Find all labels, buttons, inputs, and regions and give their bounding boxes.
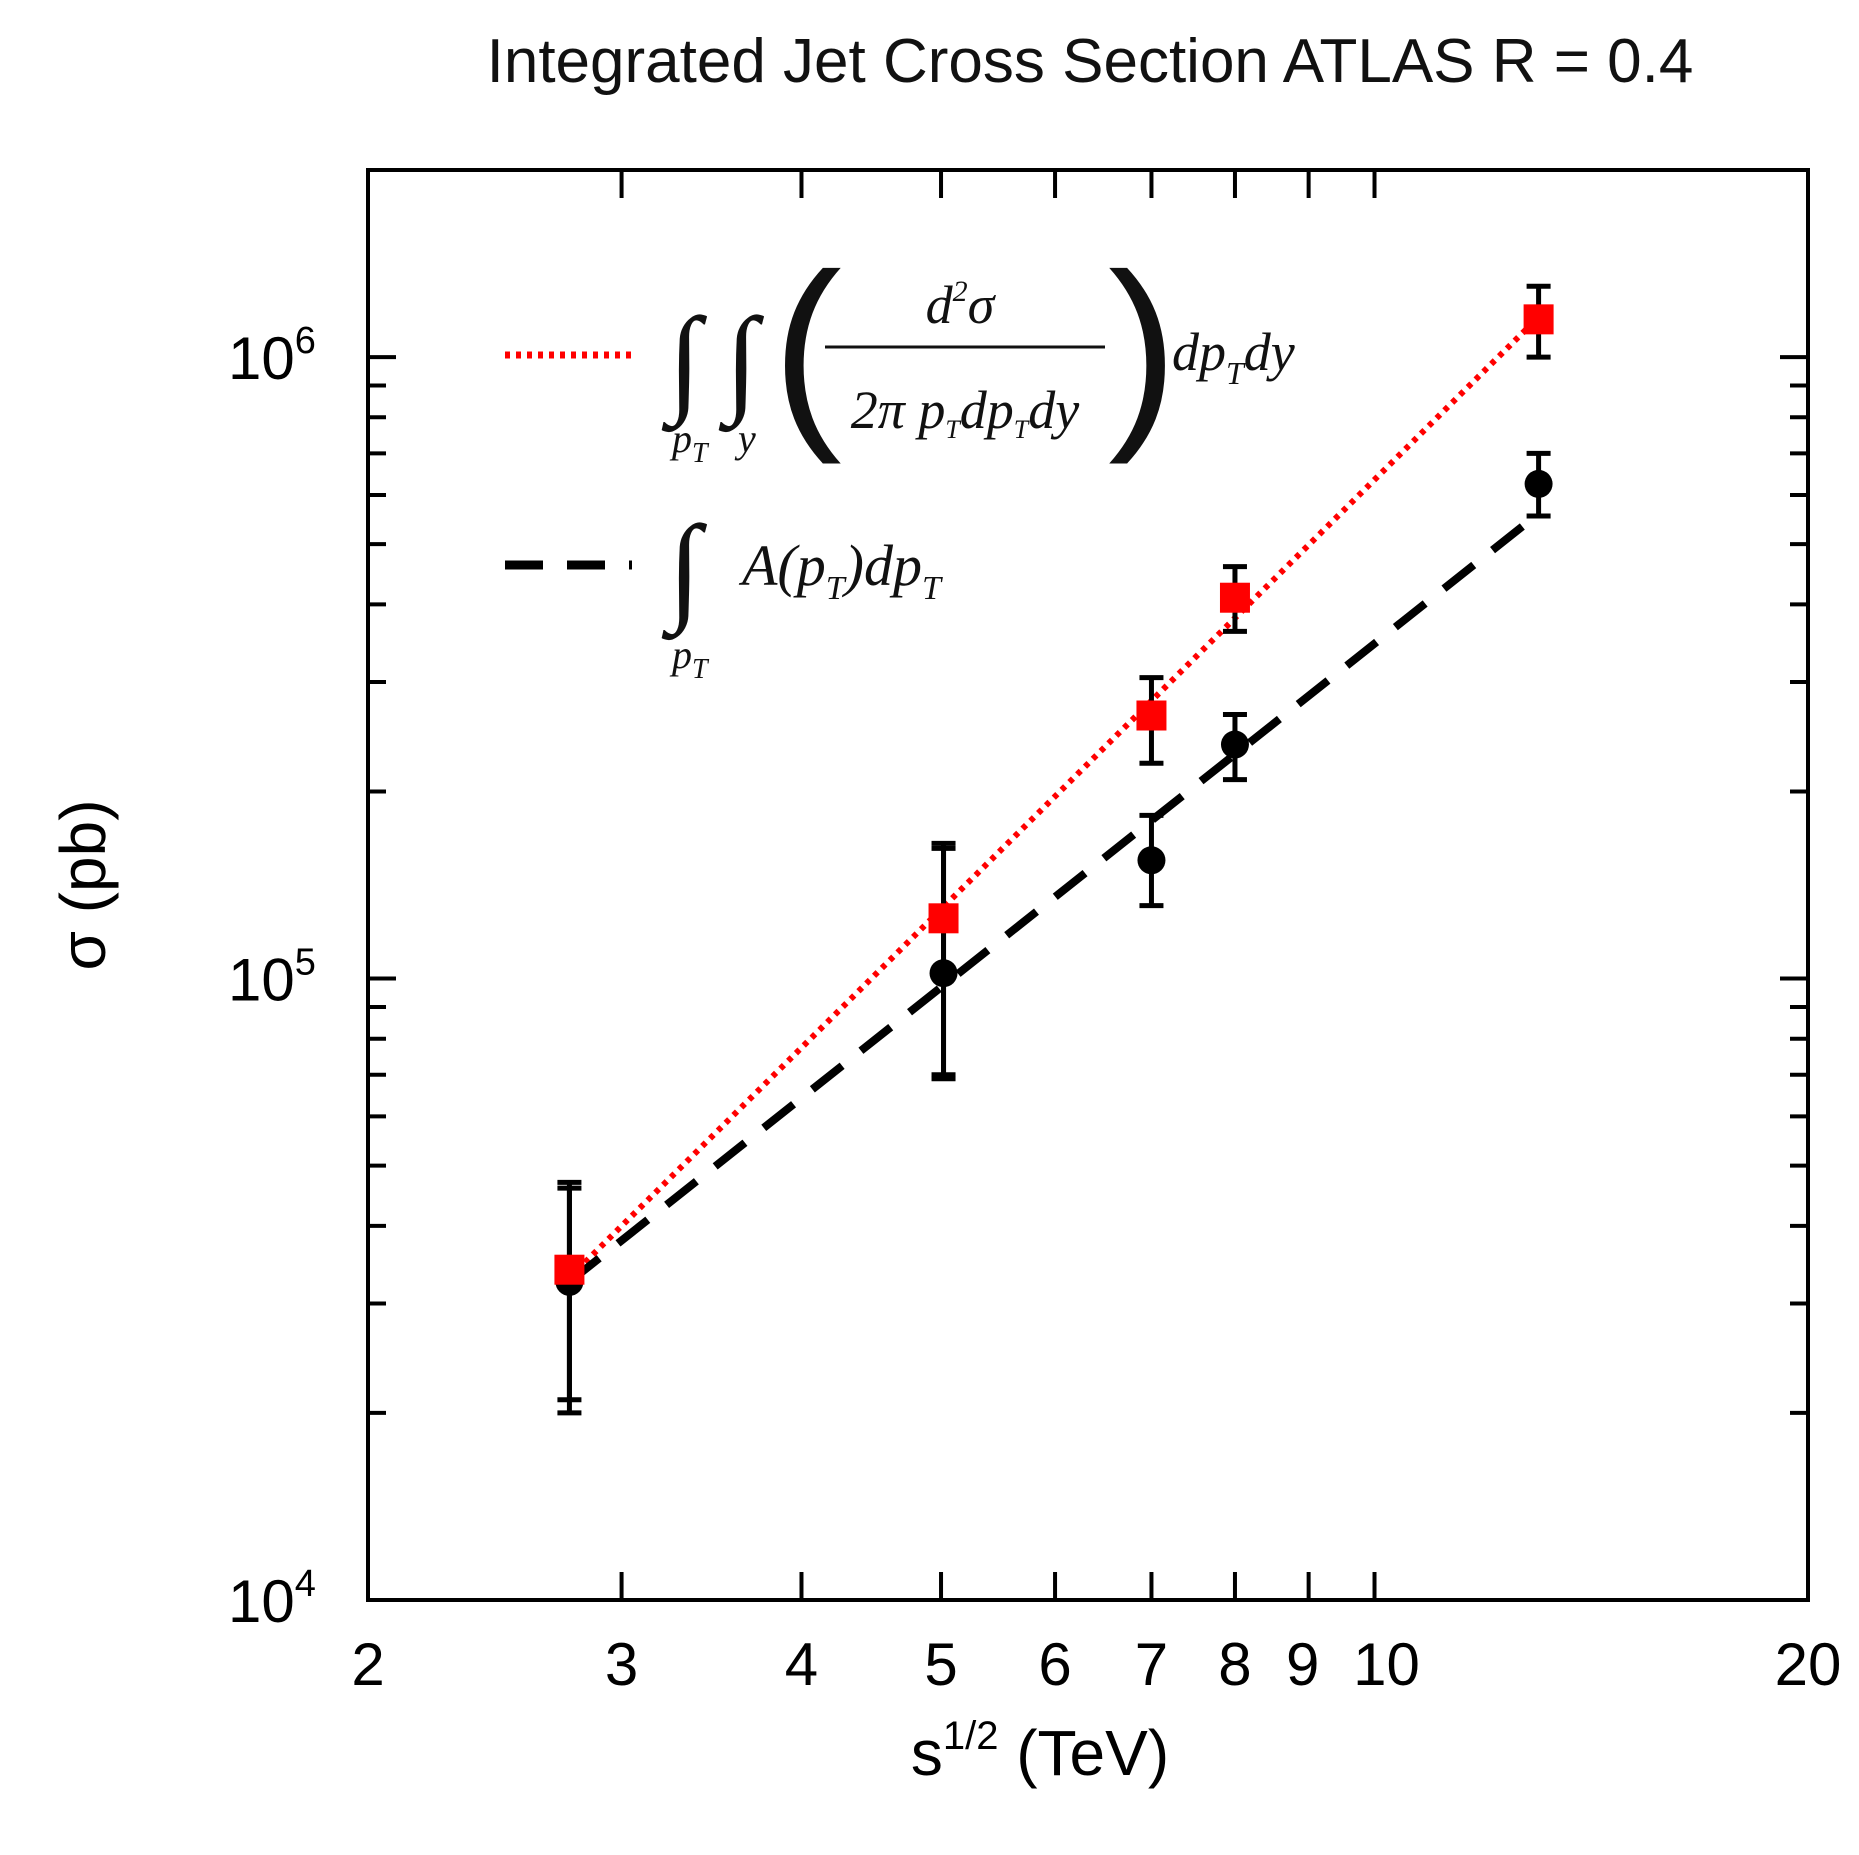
y-tick-label-base: 10 xyxy=(228,1568,295,1635)
legend-integral-sign-3: ∫ xyxy=(661,501,708,641)
x-tick-label: 7 xyxy=(1135,1631,1168,1698)
legend-fraction-numerator: d2σ xyxy=(926,275,997,335)
fit-line-black-dashed xyxy=(566,510,1542,1286)
legend-black-limit-pt: pT xyxy=(669,632,710,685)
legend-black-a: A(p xyxy=(738,533,826,598)
legend-black-limit-sub: T xyxy=(692,654,710,685)
legend-right-paren: ) xyxy=(1108,230,1178,465)
x-tick-label: 8 xyxy=(1218,1631,1251,1698)
data-point-black-circle xyxy=(1220,730,1249,759)
x-axis-label-unit: (TeV) xyxy=(998,1717,1169,1789)
x-tick-label: 20 xyxy=(1775,1631,1842,1698)
x-tick-label: 6 xyxy=(1038,1631,1071,1698)
legend-den-sub2: T xyxy=(1014,415,1030,444)
y-tick-label-exp: 4 xyxy=(295,1563,316,1605)
y-tick-label: 104 xyxy=(228,1563,316,1635)
legend-black-formula-text: A(pT)dpT xyxy=(738,533,943,607)
legend-black-formula: ∫ pT A(pT)dpT xyxy=(661,501,943,685)
y-axis-label: σ (pb) xyxy=(47,799,119,970)
x-tick-label: 5 xyxy=(924,1631,957,1698)
data-point-red-square xyxy=(554,1254,585,1285)
data-point-red-square xyxy=(1523,304,1554,335)
legend-tail-a: dp xyxy=(1172,322,1226,382)
legend-tail-b: dy xyxy=(1244,322,1295,382)
data-point-black-circle xyxy=(1137,846,1166,875)
y-tick-label-base: 10 xyxy=(228,325,295,392)
x-axis-label-sup: 1/2 xyxy=(943,1714,999,1758)
x-tick-labels: 2 3 4 5 6 7 8 9 10 20 xyxy=(351,1631,1841,1698)
legend-black-b: )dp xyxy=(842,533,922,598)
legend-black-sub2: T xyxy=(922,570,943,607)
x-tick-label: 3 xyxy=(605,1631,638,1698)
legend-integral-sign-1: ∫ xyxy=(661,293,708,433)
x-tick-label: 10 xyxy=(1353,1631,1420,1698)
x-tick-label: 2 xyxy=(351,1631,384,1698)
data-point-black-circle xyxy=(1524,469,1553,498)
legend-red-limit-sub: T xyxy=(692,438,710,469)
y-tick-label-exp: 5 xyxy=(295,942,316,984)
legend-tail-sub: T xyxy=(1226,355,1246,391)
legend-red-limit-y: y xyxy=(734,416,756,461)
y-tick-label-base: 10 xyxy=(228,947,295,1014)
legend-red-limit-p: p xyxy=(669,416,692,461)
y-tick-label: 106 xyxy=(228,320,316,392)
legend-den-c: dy xyxy=(1028,380,1079,440)
legend-black-sub1: T xyxy=(826,570,847,607)
data-point-red-square xyxy=(928,903,959,934)
legend-num-sup: 2 xyxy=(953,275,968,308)
data-point-red-square xyxy=(1136,700,1167,731)
x-axis-label-base: s xyxy=(911,1717,943,1789)
legend-integral-sign-2: ∫ xyxy=(718,293,765,433)
legend-den-sub1: T xyxy=(945,415,961,444)
legend-red-formula: ∫ ∫ pT y ( d2σ 2π pTdpTdy ) dpTdy xyxy=(661,230,1295,469)
chart-title: Integrated Jet Cross Section ATLAS R = 0… xyxy=(487,27,1694,96)
y-tick-label: 105 xyxy=(228,942,316,1014)
axis-ticks xyxy=(368,170,1808,1600)
legend-den-b: dp xyxy=(960,380,1014,440)
legend-den-a: 2π p xyxy=(851,380,946,440)
legend-fraction-denominator: 2π pTdpTdy xyxy=(851,380,1080,444)
legend: ∫ ∫ pT y ( d2σ 2π pTdpTdy ) dpTdy ∫ pT xyxy=(505,230,1295,685)
data-points xyxy=(554,283,1554,1416)
legend-black-limit-p: p xyxy=(669,632,692,677)
x-axis-label: s1/2 (TeV) xyxy=(911,1714,1169,1789)
legend-red-tail: dpTdy xyxy=(1172,322,1295,391)
legend-num-d: d xyxy=(926,275,954,335)
data-point-red-square xyxy=(1219,582,1250,613)
legend-red-limit-pt: pT xyxy=(669,416,710,469)
y-tick-label-exp: 6 xyxy=(295,320,316,362)
fit-line-red-dotted xyxy=(567,314,1541,1280)
x-tick-label: 9 xyxy=(1286,1631,1319,1698)
legend-num-sigma: σ xyxy=(968,275,997,335)
x-tick-label: 4 xyxy=(785,1631,818,1698)
plot-frame xyxy=(366,168,1810,1602)
fit-lines xyxy=(566,314,1542,1286)
